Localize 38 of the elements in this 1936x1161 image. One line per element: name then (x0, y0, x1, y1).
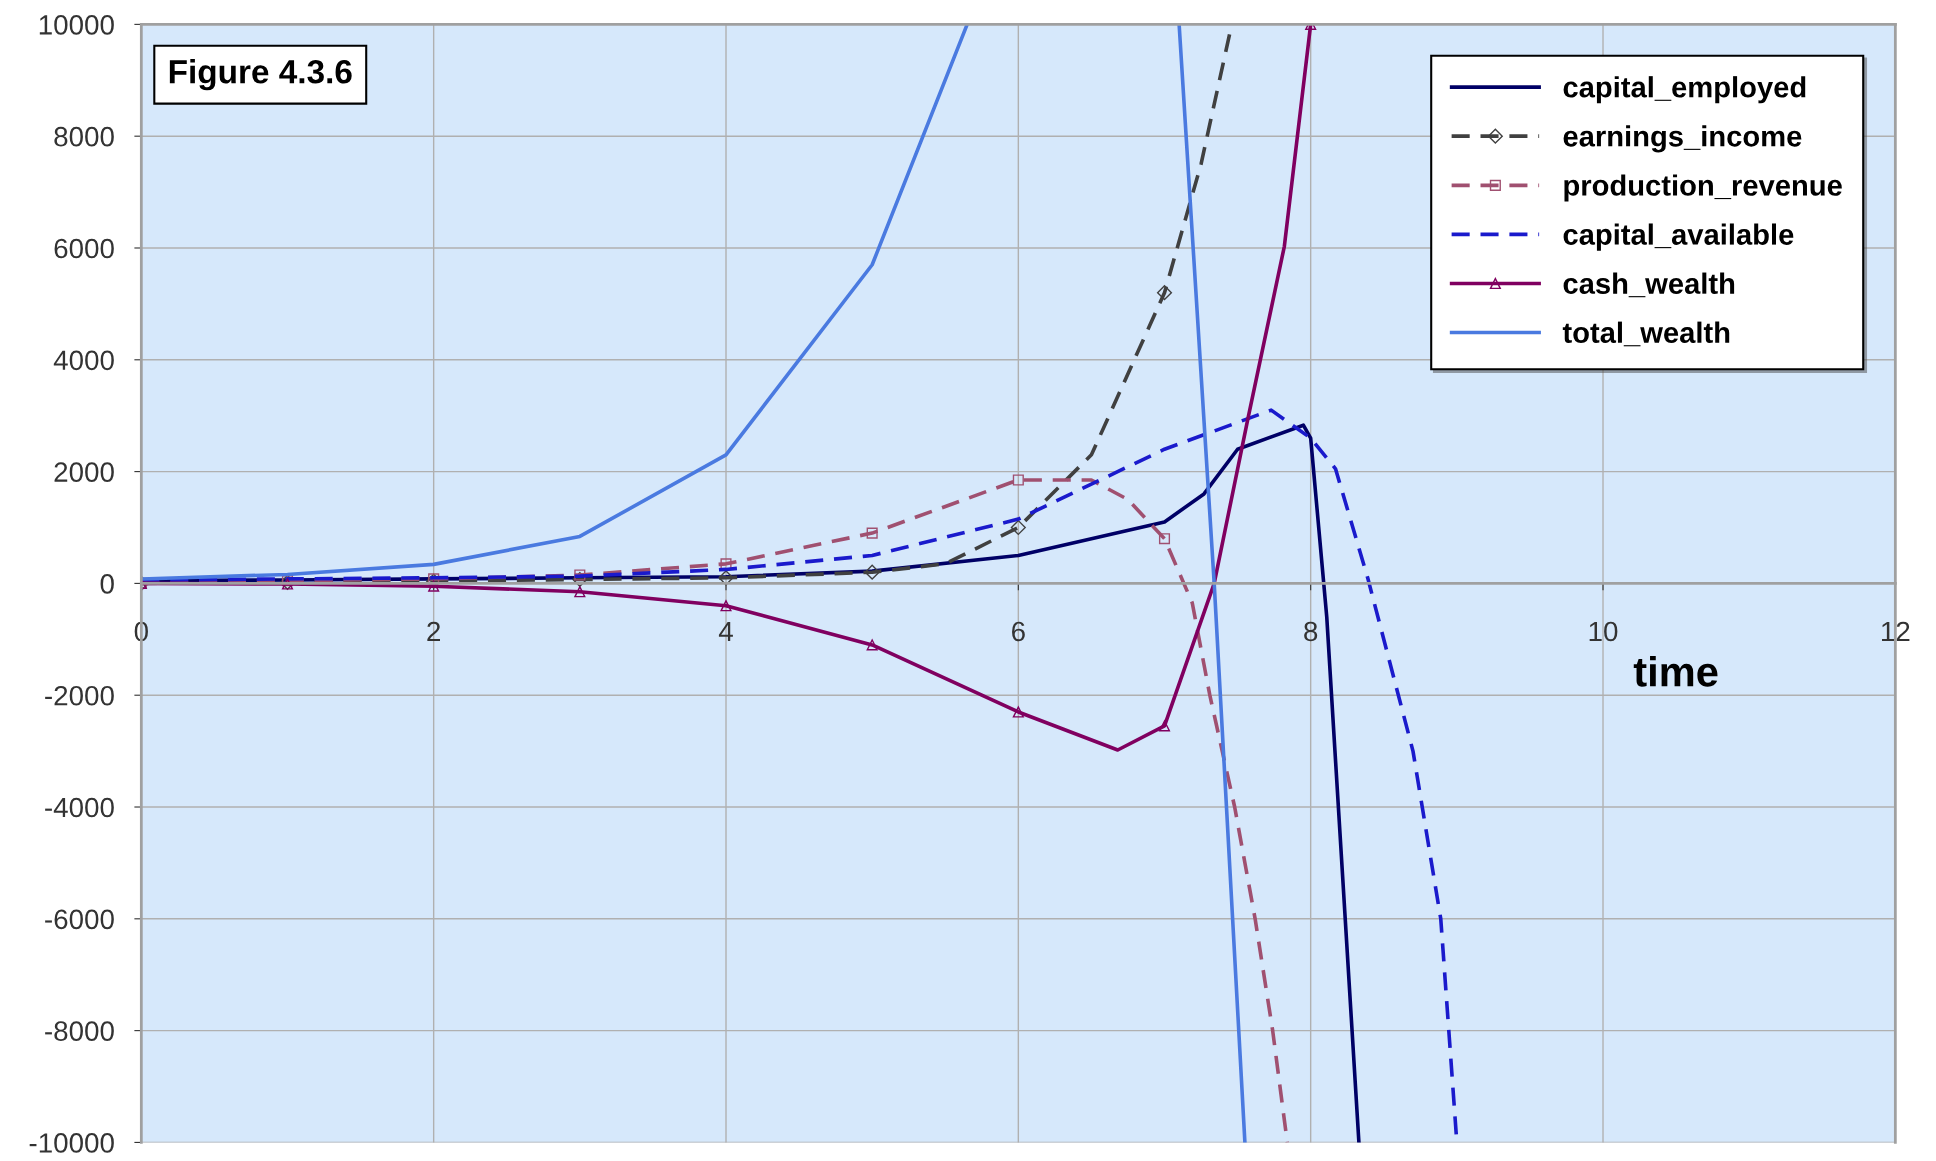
y-tick-label: 6000 (54, 238, 114, 259)
point (866, 527, 878, 539)
point (1158, 720, 1171, 732)
y-tick-label: 2000 (54, 462, 114, 482)
point (1158, 533, 1171, 545)
point (720, 600, 732, 612)
y-tick-label: -10000 (29, 1133, 114, 1153)
legend-label: earnings_income (1563, 125, 1802, 153)
point (1012, 474, 1024, 486)
x-tick-label: 2 (427, 621, 440, 642)
x-tick-label: 12 (1882, 621, 1910, 642)
legend-label: capital_available (1563, 223, 1794, 251)
y-tick-label: 8000 (54, 126, 114, 147)
x-tick-label: 10 (1589, 621, 1618, 642)
point (574, 569, 586, 581)
legend-label: capital_employed (1563, 76, 1806, 104)
y-tick-label: 4000 (53, 350, 114, 371)
legend-label: total_wealth (1562, 321, 1730, 347)
point (1156, 285, 1173, 301)
y-tick-label: -2000 (45, 685, 114, 706)
point (1012, 706, 1024, 718)
x-tick-label: 8 (1304, 621, 1318, 642)
y-tick-label: -8000 (45, 1021, 114, 1041)
legend-label: cash_wealth (1563, 272, 1735, 298)
y-tick-label: -6000 (45, 909, 114, 930)
point (1010, 519, 1026, 536)
point (428, 580, 440, 592)
text: Figure 4.3.6 (169, 59, 352, 91)
y-tick-label: 0 (100, 574, 114, 594)
x-tick-label: 4 (718, 621, 733, 642)
x-axis-title: time (1633, 656, 1718, 687)
point (574, 586, 586, 598)
legend-label: production_revenue (1564, 174, 1842, 202)
x-tick-label: 6 (1012, 621, 1025, 642)
y-tick-label: 10000 (39, 15, 114, 35)
point (866, 639, 878, 651)
point (864, 564, 880, 580)
y-tick-label: -4000 (45, 797, 114, 818)
